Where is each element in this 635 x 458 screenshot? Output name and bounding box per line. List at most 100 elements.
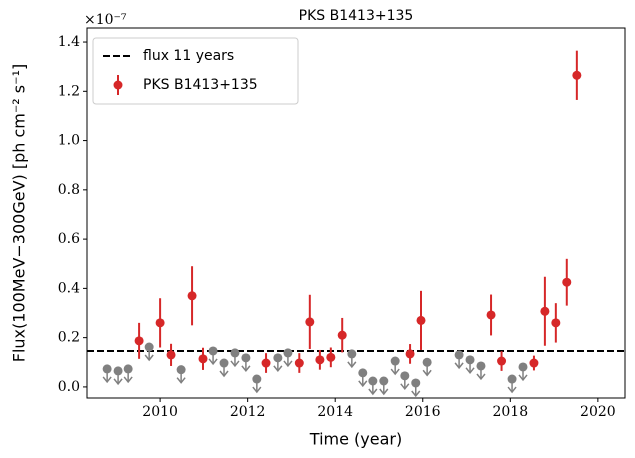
plot-frame bbox=[86, 27, 626, 399]
legend-label: flux 11 years bbox=[143, 48, 234, 64]
data-point bbox=[529, 358, 539, 368]
upper-limit-marker bbox=[454, 350, 464, 360]
upper-limit bbox=[390, 356, 400, 376]
y-tick-label: 0.8 bbox=[58, 182, 80, 198]
upper-limit-marker bbox=[102, 364, 112, 374]
data-point bbox=[551, 318, 561, 328]
data-point bbox=[294, 358, 304, 368]
x-tick-label: 2020 bbox=[580, 404, 616, 420]
upper-limit bbox=[144, 342, 154, 362]
upper-limit-head bbox=[507, 386, 517, 394]
upper-limit bbox=[208, 346, 218, 366]
upper-limit-marker bbox=[476, 361, 486, 371]
upper-limit bbox=[252, 374, 262, 394]
upper-limit bbox=[454, 350, 464, 370]
upper-limit-marker bbox=[465, 355, 475, 365]
data-point bbox=[261, 358, 271, 368]
data-point bbox=[562, 277, 572, 287]
upper-limit-head bbox=[123, 376, 133, 384]
data-point bbox=[187, 291, 197, 301]
upper-limit-head bbox=[400, 383, 410, 391]
upper-limit-marker bbox=[113, 366, 123, 376]
upper-limit bbox=[176, 365, 186, 384]
upper-limit-marker bbox=[273, 353, 283, 363]
x-tick-label: 2012 bbox=[230, 404, 266, 420]
data-point bbox=[315, 355, 325, 365]
upper-limit-marker bbox=[507, 374, 517, 384]
y-tick-label: 1.0 bbox=[58, 133, 80, 149]
upper-limit bbox=[347, 349, 357, 369]
upper-limit-marker bbox=[379, 376, 389, 386]
upper-limit bbox=[123, 364, 133, 384]
upper-limit-head bbox=[379, 388, 389, 396]
upper-limit bbox=[102, 364, 112, 384]
upper-limit-marker bbox=[208, 346, 218, 356]
y-tick-label: 0.2 bbox=[58, 330, 80, 346]
upper-limit-head bbox=[368, 388, 378, 396]
upper-limit-head bbox=[273, 365, 283, 373]
upper-limit-head bbox=[219, 370, 229, 378]
upper-limit-head bbox=[454, 362, 464, 370]
data-point bbox=[497, 356, 507, 366]
upper-limit bbox=[358, 368, 368, 388]
upper-limit-head bbox=[476, 373, 486, 381]
upper-limit bbox=[230, 348, 240, 368]
upper-limit-head bbox=[176, 377, 186, 384]
upper-limit-head bbox=[411, 390, 421, 398]
y-offset-label: ×10⁻⁷ bbox=[84, 12, 127, 28]
legend: flux 11 years PKS B1413+135 bbox=[92, 37, 299, 105]
upper-limit-marker bbox=[123, 364, 133, 374]
upper-limit bbox=[219, 358, 229, 378]
upper-limit bbox=[518, 362, 528, 382]
upper-limit-head bbox=[241, 365, 251, 373]
legend-swatch bbox=[113, 80, 123, 90]
y-tick-label: 0.0 bbox=[58, 379, 80, 395]
upper-limit-head bbox=[230, 360, 240, 368]
upper-limit-head bbox=[252, 386, 262, 394]
legend-box bbox=[92, 37, 299, 105]
upper-limit bbox=[465, 355, 475, 375]
upper-limit-marker bbox=[176, 365, 186, 375]
upper-limit-head bbox=[518, 374, 528, 382]
upper-limit bbox=[476, 361, 486, 381]
upper-limit-marker bbox=[252, 374, 262, 384]
x-tick-label: 2010 bbox=[142, 404, 178, 420]
upper-limit-marker bbox=[241, 353, 251, 363]
data-point bbox=[337, 330, 347, 340]
upper-limit bbox=[273, 353, 283, 373]
data-point bbox=[405, 349, 415, 359]
upper-limit-head bbox=[347, 361, 357, 369]
data-point bbox=[486, 310, 496, 320]
upper-limit-head bbox=[102, 376, 112, 384]
upper-limit-marker bbox=[518, 362, 528, 372]
upper-limit-head bbox=[465, 367, 475, 375]
upper-limit-head bbox=[422, 369, 432, 377]
upper-limit bbox=[283, 348, 293, 368]
data-point bbox=[540, 306, 550, 316]
upper-limit-marker bbox=[422, 357, 432, 367]
upper-limit-marker bbox=[219, 358, 229, 368]
data-point bbox=[572, 70, 582, 80]
x-tick-label: 2016 bbox=[405, 404, 441, 420]
upper-limit bbox=[507, 374, 517, 394]
data-point bbox=[134, 336, 144, 346]
x-axis-label: Time (year) bbox=[309, 430, 402, 449]
data-point bbox=[416, 315, 426, 325]
data-point bbox=[166, 350, 176, 360]
upper-limit-marker bbox=[390, 356, 400, 366]
upper-limit-head bbox=[208, 358, 218, 366]
upper-limit-head bbox=[390, 368, 400, 376]
upper-limit-marker bbox=[347, 349, 357, 359]
upper-limit bbox=[422, 357, 432, 377]
upper-limit bbox=[241, 353, 251, 373]
upper-limit bbox=[113, 366, 123, 386]
upper-limit-marker bbox=[400, 371, 410, 381]
upper-limit bbox=[411, 378, 421, 398]
x-tick-label: 2018 bbox=[492, 404, 528, 420]
upper-limit-head bbox=[358, 380, 368, 388]
y-tick-label: 1.2 bbox=[58, 83, 80, 99]
x-tick-label: 2014 bbox=[317, 404, 353, 420]
upper-limit bbox=[400, 371, 410, 391]
upper-limit bbox=[379, 376, 389, 396]
data-point bbox=[305, 317, 315, 327]
